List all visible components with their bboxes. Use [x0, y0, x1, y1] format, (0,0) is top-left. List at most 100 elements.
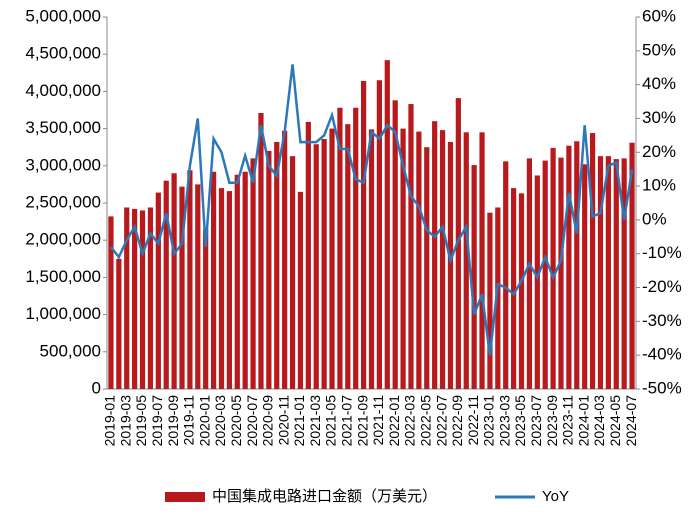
bar [526, 158, 533, 389]
bar [179, 186, 185, 389]
y2-tick-label: -20% [642, 277, 682, 296]
x-tick-label: 2019-11 [181, 395, 197, 446]
bar [163, 180, 169, 389]
bar [155, 192, 161, 389]
bar [613, 159, 619, 389]
bar [621, 158, 627, 389]
x-tick-label: 2024-05 [607, 395, 623, 447]
x-tick-label: 2024-01 [575, 395, 591, 447]
bar [511, 188, 517, 389]
bar [392, 100, 398, 389]
bar [329, 128, 335, 389]
y2-tick-label: -40% [642, 345, 682, 364]
bar [132, 208, 138, 389]
y2-tick-label: 60% [642, 6, 676, 25]
x-tick-label: 2021-07 [339, 395, 355, 447]
bar [234, 174, 240, 389]
x-tick-label: 2023-09 [544, 395, 560, 447]
y2-tick-label: 50% [642, 40, 676, 59]
bar [360, 80, 367, 389]
bar [558, 157, 564, 389]
x-tick-label: 2020-07 [244, 395, 260, 447]
x-tick-label: 2020-11 [275, 395, 291, 446]
legend-swatch [165, 492, 205, 502]
bar [187, 170, 193, 389]
bar [582, 164, 588, 389]
bar [503, 161, 509, 389]
x-tick-label: 2020-01 [196, 395, 212, 447]
bar [479, 132, 485, 389]
bar [108, 216, 114, 389]
bar [574, 141, 580, 389]
bar [376, 80, 383, 390]
line [109, 64, 634, 356]
x-tick-label: 2020-09 [260, 395, 276, 447]
bar [321, 139, 327, 389]
bar [463, 132, 469, 389]
bar [597, 156, 604, 389]
bar [605, 156, 611, 389]
bar [518, 193, 525, 389]
bar [116, 258, 122, 389]
bar [550, 147, 556, 389]
bar [432, 121, 438, 389]
bar [147, 207, 154, 389]
y2-tick-label: -30% [642, 311, 682, 330]
x-tick-label: 2019-03 [117, 395, 133, 447]
bar [226, 191, 232, 389]
x-tick-label: 2023-03 [496, 395, 512, 447]
x-tick-label: 2022-09 [449, 395, 465, 447]
bar [139, 210, 146, 389]
x-tick-label: 2019-07 [149, 395, 165, 447]
x-tick-label: 2020-05 [228, 395, 244, 447]
legend-label: YoY [542, 488, 569, 505]
y-tick-label: 1,000,000 [25, 304, 101, 323]
bar [495, 207, 501, 389]
bar [337, 107, 343, 389]
bar [124, 207, 130, 389]
x-tick-label: 2021-05 [323, 395, 339, 447]
y2-tick-label: -50% [642, 378, 682, 397]
x-tick-label: 2024-03 [591, 395, 607, 447]
bar [534, 175, 540, 389]
bar [447, 141, 454, 389]
bar [416, 131, 422, 390]
x-tick-label: 2023-01 [481, 395, 497, 447]
x-tick-label: 2019-05 [133, 395, 149, 447]
bar [589, 133, 596, 389]
y-tick-label: 5,000,000 [25, 6, 101, 25]
bar [424, 147, 430, 389]
x-tick-label: 2024-07 [623, 395, 639, 447]
x-tick-label: 2019-01 [102, 395, 118, 447]
bar [439, 130, 446, 389]
x-tick-label: 2019-09 [165, 395, 181, 447]
x-tick-label: 2022-11 [465, 395, 481, 446]
y-tick-label: 2,500,000 [25, 192, 101, 211]
y-tick-label: 500,000 [40, 341, 101, 360]
x-tick-label: 2022-03 [402, 395, 418, 447]
bar [297, 191, 304, 389]
bar [242, 171, 248, 389]
bar [266, 150, 272, 389]
bar [274, 141, 280, 389]
bar [345, 124, 351, 390]
y2-tick-label: 0% [642, 209, 667, 228]
bar [313, 144, 319, 389]
y2-tick-label: 30% [642, 108, 676, 127]
y2-tick-label: 40% [642, 74, 676, 93]
bar [289, 156, 296, 389]
bar [353, 107, 359, 389]
bar [210, 171, 217, 389]
bar [282, 130, 288, 389]
bar [384, 60, 390, 389]
y-tick-label: 3,000,000 [25, 155, 101, 174]
x-tick-label: 2023-05 [512, 395, 528, 447]
bar [171, 173, 177, 389]
legend-label: 中国集成电路进口金额（万美元） [212, 488, 437, 505]
bar [305, 121, 311, 390]
bar [218, 188, 225, 389]
x-tick-label: 2023-07 [528, 395, 544, 447]
bar [250, 158, 256, 389]
bar [471, 165, 477, 389]
x-tick-label: 2022-05 [417, 395, 433, 447]
